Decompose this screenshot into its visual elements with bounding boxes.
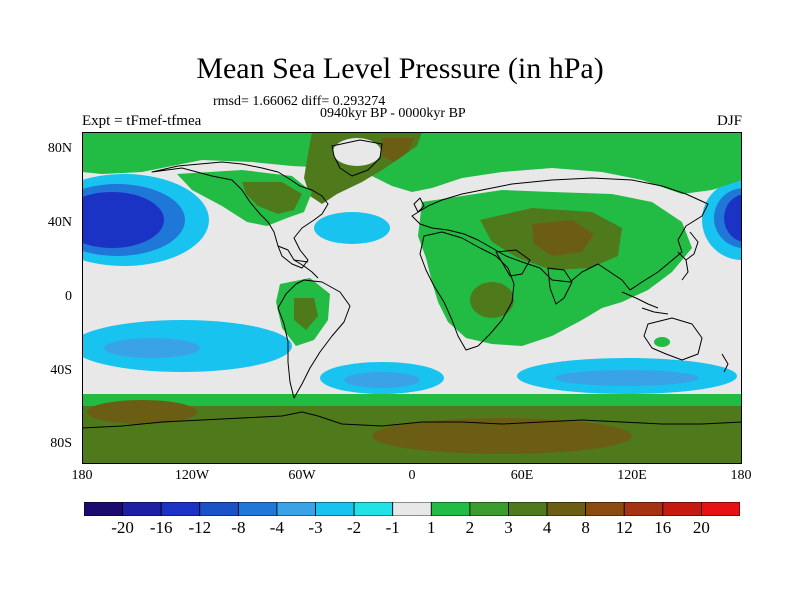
colorbar-label: 12 [615,518,633,537]
colorbar-swatch [392,502,432,516]
colorbar-swatch [237,502,278,516]
x-tick-label: 120W [174,468,210,483]
colorbar-swatch [585,502,625,516]
south-pacific-low-core [104,338,200,358]
colorbar-swatch [199,502,239,516]
x-tick-label: 180 [71,468,93,483]
colorbar-label: 16 [654,518,672,537]
asia-brown [532,220,594,256]
experiment-label: Expt = tFmef-tfmea [82,113,202,129]
arctic-green [82,132,742,194]
season-label: DJF [716,113,742,129]
aleutian-low-east-core [724,194,742,242]
south-atlantic-low-core [344,372,420,388]
map-frame [82,132,742,464]
colorbar-label: -2 [347,518,362,537]
colorbar-swatch [84,502,123,516]
colorbar-swatch [508,502,548,516]
y-tick-label: 80N [47,141,72,156]
colorbar-swatch [546,502,587,516]
x-tick-label: 180 [730,468,752,483]
arctic-brown [382,138,414,162]
colorbar-label: -20 [111,518,134,537]
y-tick-label: 80S [50,436,72,451]
colorbar-swatch [430,502,471,516]
south-indian-low-core [555,370,699,386]
x-tick-label: 60W [288,468,316,483]
colorbar-label: 20 [692,518,710,537]
colorbar-swatch [353,502,394,516]
north-america-olive [242,182,302,214]
colorbar-swatch [276,502,316,516]
colorbar-label: 2 [465,518,475,537]
pressure-map [82,132,742,464]
southern-high-east [372,418,632,454]
aleutian-low-west-core [82,192,164,248]
colorbar-label: 3 [504,518,513,537]
colorbar-swatch [662,502,702,516]
y-tick-label: 40N [47,215,72,230]
map-title: Mean Sea Level Pressure (in hPa) [196,52,604,85]
colorbar-label: 1 [427,518,436,537]
greenland-light [333,138,381,166]
colorbar-label: -8 [231,518,246,537]
north-atlantic-low [314,212,390,244]
colorbar [84,502,740,516]
colorbar-swatch [623,502,664,516]
colorbar-label: 4 [542,518,552,537]
africa-olive [470,282,514,318]
colorbar-swatch [701,502,740,516]
colorbar-label: -16 [149,518,173,537]
y-tick-label: 0 [65,289,72,304]
colorbar-label: 8 [581,518,590,537]
x-tick-label: 60E [510,468,534,483]
colorbar-label: -3 [308,518,323,537]
y-tick-label: 40S [50,363,72,378]
stats-text: rmsd= 1.66062 diff= 0.293274 [213,94,386,109]
coastlines [82,139,742,429]
colorbar-swatch [160,502,201,516]
colorbar-label: -4 [269,518,284,537]
colorbar-swatch [469,502,509,516]
southern-high-west [87,400,197,424]
colorbar-swatch [315,502,355,516]
australia-green [654,337,670,347]
south-america-olive [294,298,318,330]
colorbar-label: -1 [385,518,400,537]
colorbar-swatch [122,502,162,516]
period-text: 0940kyr BP - 0000kyr BP [320,106,466,121]
colorbar-label: -12 [188,518,212,537]
x-tick-label: 120E [617,468,647,483]
x-tick-label: 0 [408,468,416,483]
